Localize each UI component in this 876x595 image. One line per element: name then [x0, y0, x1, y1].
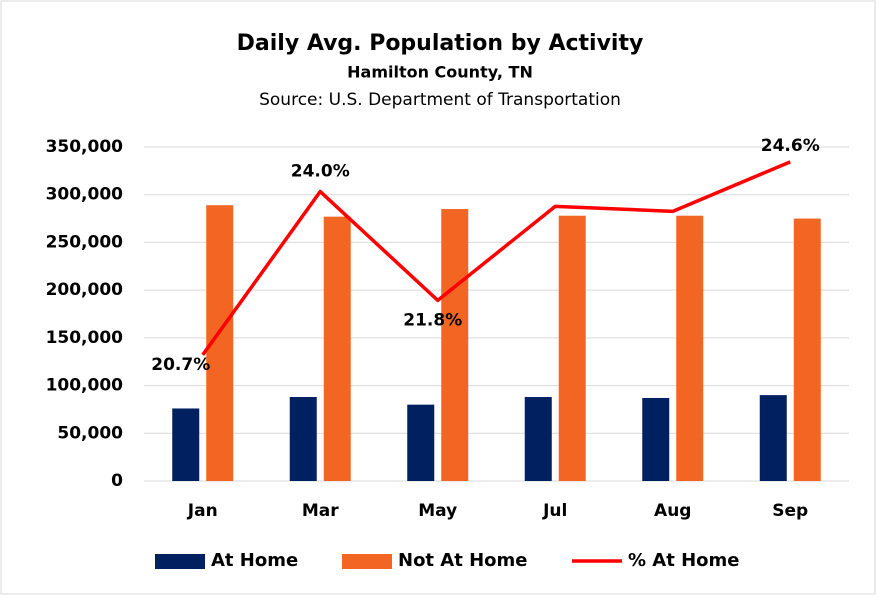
bar — [676, 215, 704, 482]
y-tick-label: 200,000 — [46, 280, 124, 300]
data-label: 21.8% — [403, 310, 462, 330]
data-label: 20.7% — [151, 355, 210, 375]
bar — [172, 408, 200, 481]
y-tick-label: 150,000 — [46, 328, 124, 348]
legend-label: % At Home — [628, 550, 740, 571]
legend-label: At Home — [211, 550, 298, 571]
chart-source: Source: U.S. Department of Transportatio… — [259, 90, 621, 110]
bar — [558, 215, 586, 482]
data-label: 24.0% — [291, 162, 350, 182]
bar — [759, 395, 787, 481]
bar — [441, 209, 469, 481]
bar — [642, 397, 670, 481]
y-tick-label: 50,000 — [57, 423, 123, 443]
legend-label: Not At Home — [398, 550, 528, 571]
x-tick-label: Jan — [187, 501, 218, 521]
y-tick-label: 100,000 — [46, 376, 124, 396]
data-label: 24.6% — [761, 136, 820, 156]
bar — [793, 218, 821, 482]
line-series — [201, 160, 791, 356]
x-tick-label: May — [418, 501, 457, 521]
legend-swatch — [155, 554, 205, 569]
bar — [323, 216, 351, 482]
bar — [289, 397, 317, 481]
x-tick-label: Mar — [302, 501, 339, 521]
x-tick-label: Jul — [542, 501, 567, 521]
y-tick-label: 250,000 — [46, 232, 124, 252]
y-tick-label: 350,000 — [46, 137, 124, 157]
x-tick-label: Aug — [654, 501, 691, 521]
chart-subtitle: Hamilton County, TN — [347, 63, 533, 82]
bar — [407, 404, 435, 481]
chart-title: Daily Avg. Population by Activity — [237, 31, 644, 56]
x-tick-label: Sep — [772, 501, 808, 521]
y-tick-label: 0 — [111, 471, 123, 491]
legend-swatch — [342, 554, 392, 569]
y-tick-label: 300,000 — [46, 185, 124, 205]
bar — [524, 397, 552, 481]
